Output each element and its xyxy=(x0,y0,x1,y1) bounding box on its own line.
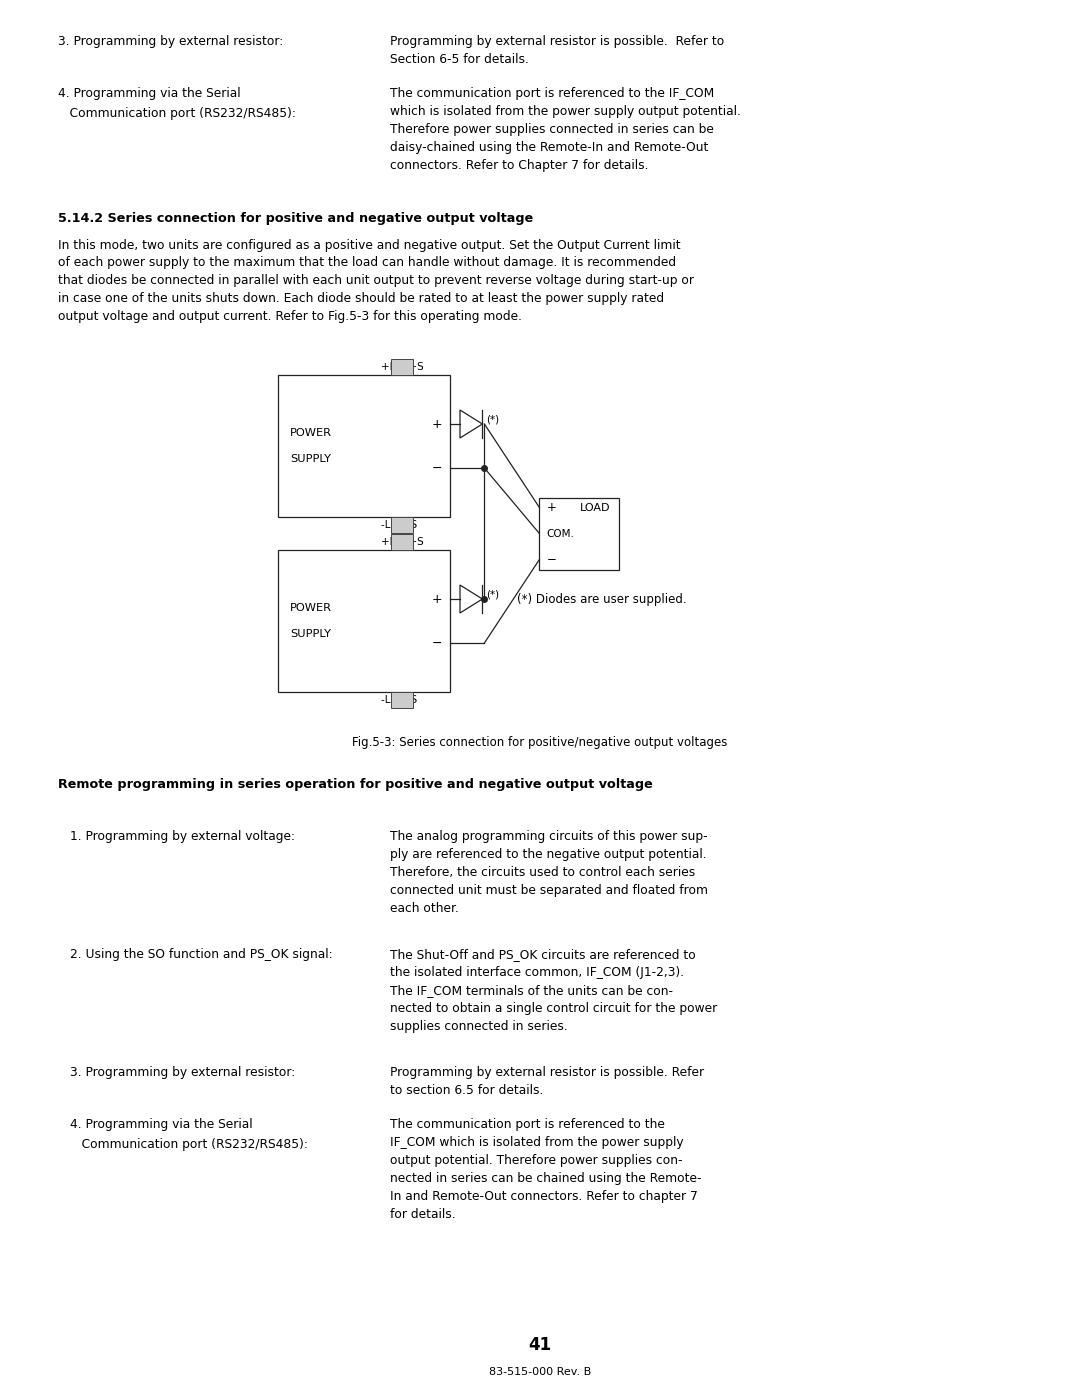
Text: 4. Programming via the Serial: 4. Programming via the Serial xyxy=(70,1118,253,1132)
Text: 5.14.2 Series connection for positive and negative output voltage: 5.14.2 Series connection for positive an… xyxy=(58,212,534,225)
Text: +: + xyxy=(546,502,556,514)
Text: +LS  +S: +LS +S xyxy=(381,536,424,548)
Text: -LS   -S: -LS -S xyxy=(381,694,418,705)
Text: POWER: POWER xyxy=(291,604,332,613)
Text: 1. Programming by external voltage:: 1. Programming by external voltage: xyxy=(70,830,295,842)
Text: The communication port is referenced to the IF_COM
which is isolated from the po: The communication port is referenced to … xyxy=(390,87,741,172)
Text: 2. Using the SO function and PS_OK signal:: 2. Using the SO function and PS_OK signa… xyxy=(70,949,333,961)
Text: 83-515-000 Rev. B: 83-515-000 Rev. B xyxy=(489,1368,591,1377)
Bar xyxy=(539,497,620,570)
Text: COM.: COM. xyxy=(546,528,575,538)
Text: 41: 41 xyxy=(528,1336,552,1354)
Text: 3. Programming by external resistor:: 3. Programming by external resistor: xyxy=(58,35,283,47)
Text: Communication port (RS232/RS485):: Communication port (RS232/RS485): xyxy=(70,1137,308,1151)
Bar xyxy=(278,550,450,692)
Text: (*) Diodes are user supplied.: (*) Diodes are user supplied. xyxy=(517,592,687,605)
Text: In this mode, two units are configured as a positive and negative output. Set th: In this mode, two units are configured a… xyxy=(58,239,694,323)
Text: The communication port is referenced to the
IF_COM which is isolated from the po: The communication port is referenced to … xyxy=(390,1118,702,1221)
Text: The Shut-Off and PS_OK circuits are referenced to
the isolated interface common,: The Shut-Off and PS_OK circuits are refe… xyxy=(390,949,717,1032)
Text: LOAD: LOAD xyxy=(579,503,610,513)
Bar xyxy=(391,359,413,374)
Text: (*): (*) xyxy=(486,590,500,599)
Text: SUPPLY: SUPPLY xyxy=(291,454,330,464)
Text: The analog programming circuits of this power sup-
ply are referenced to the neg: The analog programming circuits of this … xyxy=(390,830,708,915)
Text: −: − xyxy=(432,637,442,650)
Text: +: + xyxy=(431,418,442,430)
Bar xyxy=(391,517,413,534)
Text: POWER: POWER xyxy=(291,427,332,439)
Text: −: − xyxy=(546,553,556,566)
Text: +: + xyxy=(431,592,442,605)
Text: +LS  +S: +LS +S xyxy=(381,362,424,372)
Text: (*): (*) xyxy=(486,414,500,425)
Text: Programming by external resistor is possible.  Refer to
Section 6-5 for details.: Programming by external resistor is poss… xyxy=(390,35,725,66)
Bar xyxy=(278,374,450,517)
Text: 3. Programming by external resistor:: 3. Programming by external resistor: xyxy=(70,1066,295,1078)
Bar xyxy=(391,692,413,708)
Bar xyxy=(391,534,413,550)
Text: 4. Programming via the Serial: 4. Programming via the Serial xyxy=(58,87,241,101)
Text: Communication port (RS232/RS485):: Communication port (RS232/RS485): xyxy=(58,106,296,120)
Text: Remote programming in series operation for positive and negative output voltage: Remote programming in series operation f… xyxy=(58,778,652,791)
Text: Programming by external resistor is possible. Refer
to section 6.5 for details.: Programming by external resistor is poss… xyxy=(390,1066,704,1097)
Text: SUPPLY: SUPPLY xyxy=(291,629,330,638)
Text: Fig.5-3: Series connection for positive/negative output voltages: Fig.5-3: Series connection for positive/… xyxy=(352,736,728,749)
Text: −: − xyxy=(432,461,442,475)
Text: -LS   -S: -LS -S xyxy=(381,520,418,529)
